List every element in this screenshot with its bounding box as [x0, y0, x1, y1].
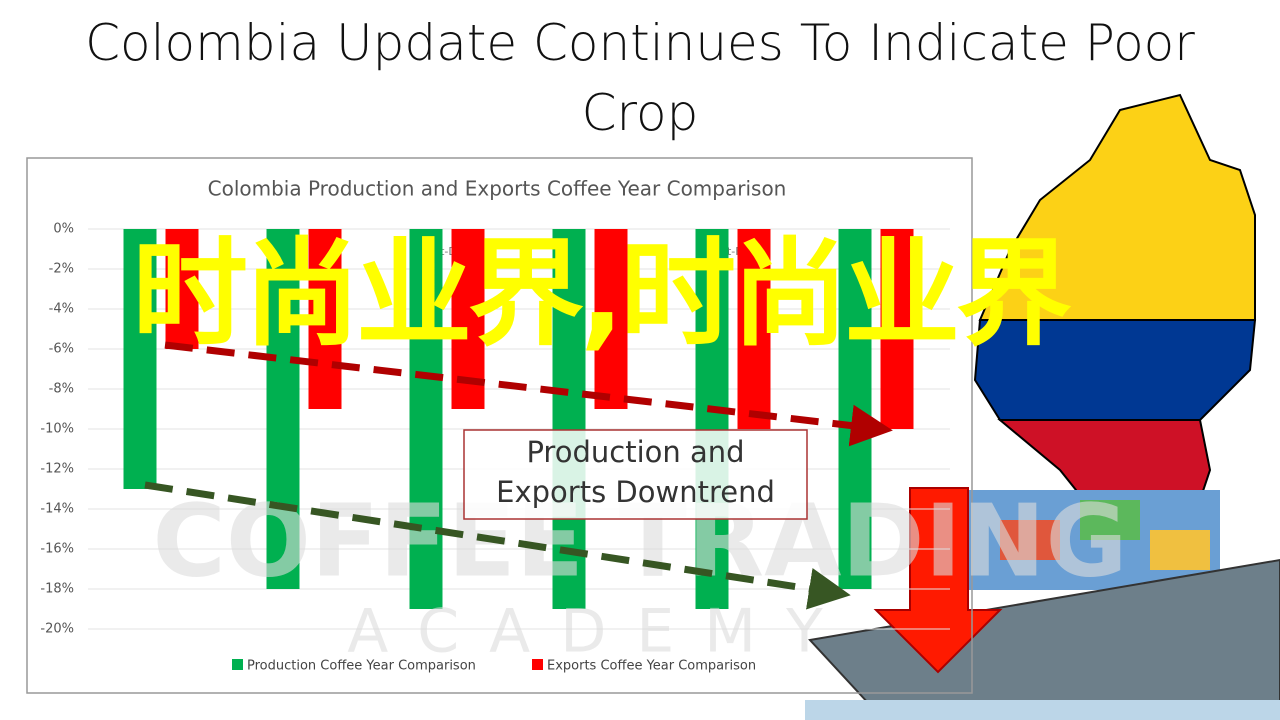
containers [1080, 500, 1140, 540]
legend-label: Production Coffee Year Comparison [247, 659, 476, 674]
y-tick-label: -12% [40, 462, 74, 477]
bar [737, 229, 771, 429]
slide-title: Colombia Update Continues To Indicate Po… [85, 14, 1195, 142]
annotation-text: Production and Exports Downtrend [496, 435, 775, 509]
bar [308, 229, 342, 409]
watermark: ACADEMY [347, 597, 852, 667]
containers [1150, 530, 1210, 570]
bar [695, 229, 729, 609]
trend-arrow [164, 341, 893, 447]
bar [266, 229, 300, 589]
chart-title: Colombia Production and Exports Coffee Y… [208, 177, 787, 201]
trend-arrow [144, 481, 851, 610]
y-tick-label: -10% [40, 422, 74, 437]
y-tick-label: 0% [53, 222, 74, 237]
overlay-text: 时尚业界,时尚业界 [131, 227, 1072, 362]
y-tick-label: -2% [49, 262, 74, 277]
legend-swatch [232, 659, 243, 670]
plot: 0%-2%-4%-6%-8%-10%-12%-14%-16%-18%-20%Oc… [40, 222, 950, 674]
y-tick-label: -4% [49, 302, 74, 317]
y-tick-label: -20% [40, 622, 74, 637]
containers [1000, 520, 1060, 560]
annotation-box [463, 429, 808, 520]
down-arrow [873, 487, 1003, 674]
y-tick-label: -16% [40, 542, 74, 557]
y-tick-label: -6% [49, 342, 74, 357]
annotation: Production and Exports Downtrend [496, 435, 775, 509]
y-tick-label: -14% [40, 502, 74, 517]
bar [123, 229, 157, 489]
y-tick-label: -8% [49, 382, 74, 397]
bar [409, 229, 443, 609]
legend-swatch [532, 659, 543, 670]
water [805, 700, 1280, 720]
bar [552, 229, 586, 609]
bar [594, 229, 628, 409]
bar [880, 229, 914, 429]
hull [808, 558, 1280, 706]
chart-frame [26, 157, 973, 694]
bar [165, 229, 199, 349]
y-tick-label: -18% [40, 582, 74, 597]
legend-label: Exports Coffee Year Comparison [547, 659, 756, 674]
